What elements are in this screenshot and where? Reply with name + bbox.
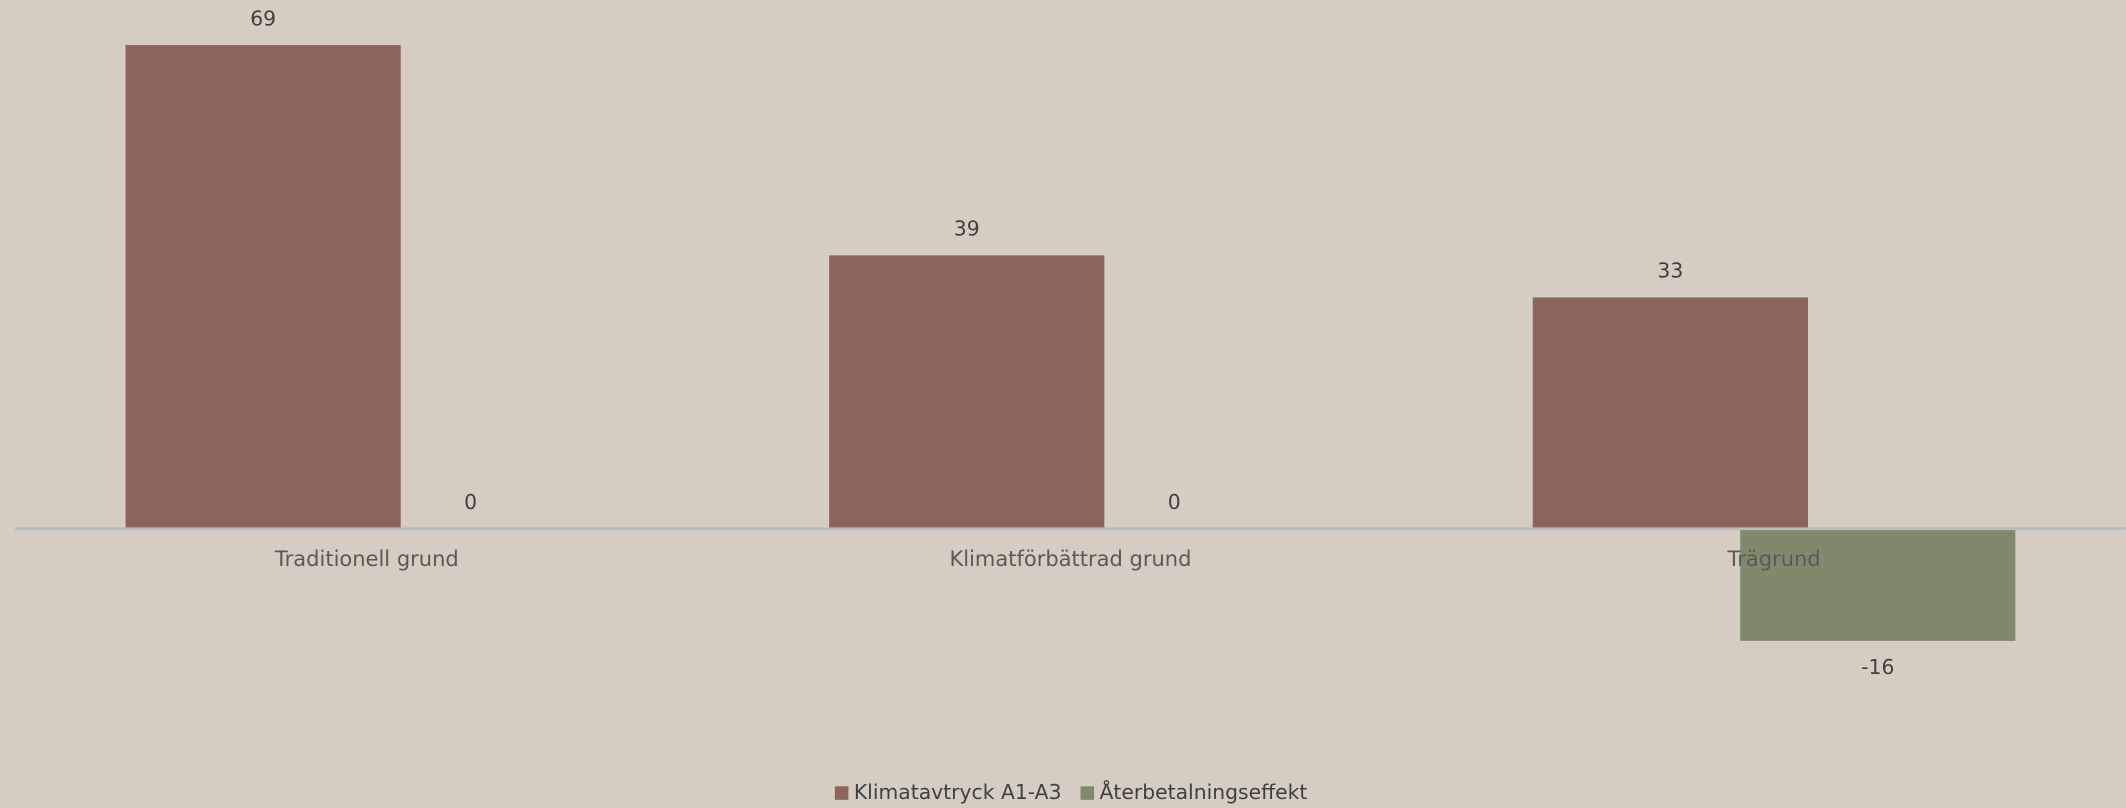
x-tick-label: Klimatförbättrad grund bbox=[949, 546, 1191, 571]
legend-swatch bbox=[834, 786, 849, 800]
data-label: 0 bbox=[464, 490, 477, 514]
legend-label: Återbetalningseffekt bbox=[1099, 778, 1307, 804]
x-tick-label: Traditionell grund bbox=[274, 546, 459, 571]
data-label: 39 bbox=[954, 217, 980, 241]
data-label: 33 bbox=[1657, 259, 1683, 283]
data-label: -16 bbox=[1861, 655, 1894, 679]
x-tick-label: Trägrund bbox=[1726, 546, 1820, 571]
data-label: 69 bbox=[250, 6, 276, 30]
data-label: 0 bbox=[1168, 490, 1181, 514]
bar bbox=[1740, 528, 2016, 641]
bar bbox=[829, 255, 1105, 529]
bar bbox=[1532, 297, 1808, 529]
legend: Klimatavtryck A1-A3 Återbetalningseffekt bbox=[834, 778, 1307, 804]
bar bbox=[125, 45, 401, 529]
legend-label: Klimatavtryck A1-A3 bbox=[854, 780, 1062, 804]
legend-swatch bbox=[1080, 786, 1095, 800]
